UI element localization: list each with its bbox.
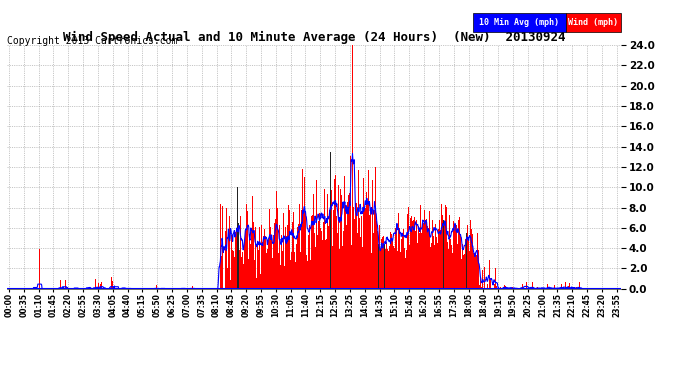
Title: Wind Speed Actual and 10 Minute Average (24 Hours)  (New)  20130924: Wind Speed Actual and 10 Minute Average … — [63, 31, 565, 44]
Text: 10 Min Avg (mph): 10 Min Avg (mph) — [480, 18, 559, 27]
Text: Copyright 2013 Cartronics.com: Copyright 2013 Cartronics.com — [7, 36, 177, 46]
Text: Wind (mph): Wind (mph) — [569, 18, 618, 27]
